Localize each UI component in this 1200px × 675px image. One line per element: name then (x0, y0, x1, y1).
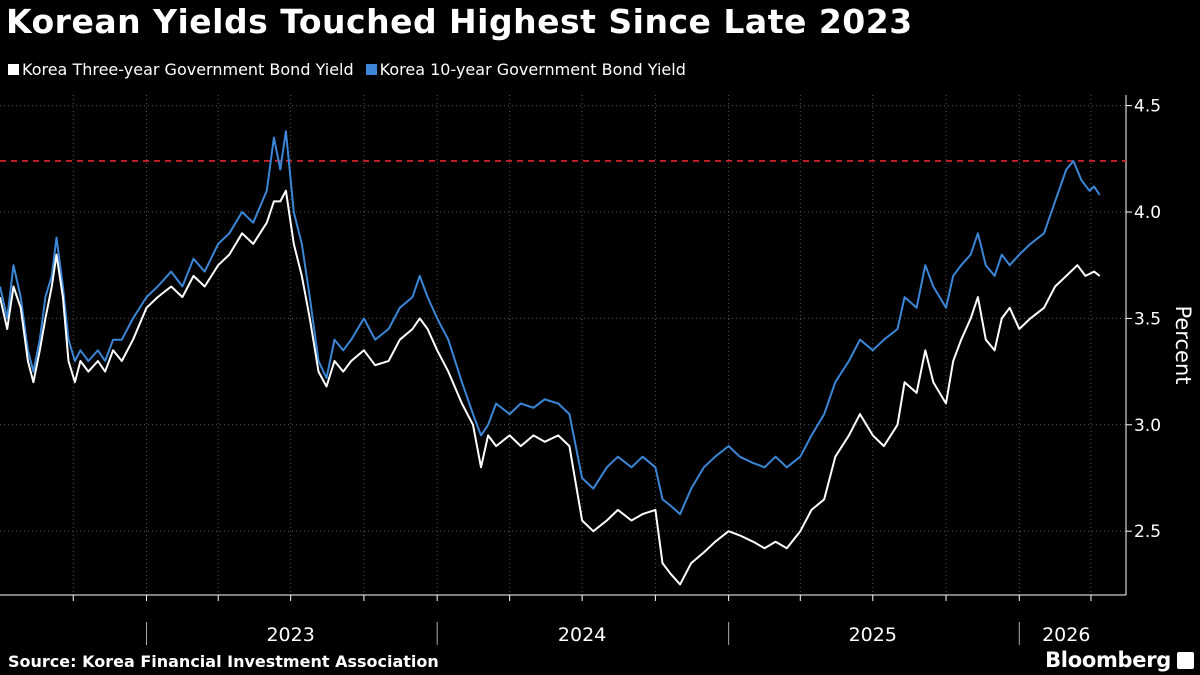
y-axis-title: Percent (1171, 305, 1195, 384)
series-line-ten-year (0, 130, 1101, 516)
legend-swatch-ten-year (365, 64, 377, 75)
y-tick-label: 3.5 (1134, 309, 1161, 329)
legend-label-ten-year: Korea 10-year Government Bond Yield (379, 60, 686, 79)
x-year-label: 2026 (1042, 624, 1090, 646)
legend-item-three-year: Korea Three-year Government Bond Yield (8, 60, 354, 79)
source-note: Source: Korea Financial Investment Assoc… (8, 652, 439, 671)
x-year-label: 2023 (266, 624, 314, 646)
series-line-three-year (0, 189, 1101, 586)
legend-label-three-year: Korea Three-year Government Bond Yield (22, 60, 354, 79)
legend: Korea Three-year Government Bond Yield K… (8, 60, 686, 79)
legend-item-ten-year: Korea 10-year Government Bond Yield (365, 60, 686, 79)
bloomberg-brand: Bloomberg (1045, 648, 1194, 672)
legend-swatch-three-year (8, 64, 19, 75)
bloomberg-logo-icon (1177, 651, 1194, 669)
brand-logo-text: Bloomberg (1045, 648, 1171, 672)
series-lines (0, 130, 1126, 586)
y-tick-label: 4.5 (1134, 97, 1161, 117)
y-tick-label: 2.5 (1134, 522, 1161, 542)
chart-title: Korean Yields Touched Highest Since Late… (6, 2, 913, 41)
y-tick-label: 4.0 (1134, 203, 1161, 223)
y-tick-label: 3.0 (1134, 416, 1161, 436)
axes: 2.5 3.0 3.5 4.0 4.5 2023 2024 2025 2026 Percent (0, 95, 1195, 646)
grid (0, 95, 1126, 595)
x-year-label: 2024 (558, 624, 606, 646)
x-year-label: 2025 (849, 624, 897, 646)
